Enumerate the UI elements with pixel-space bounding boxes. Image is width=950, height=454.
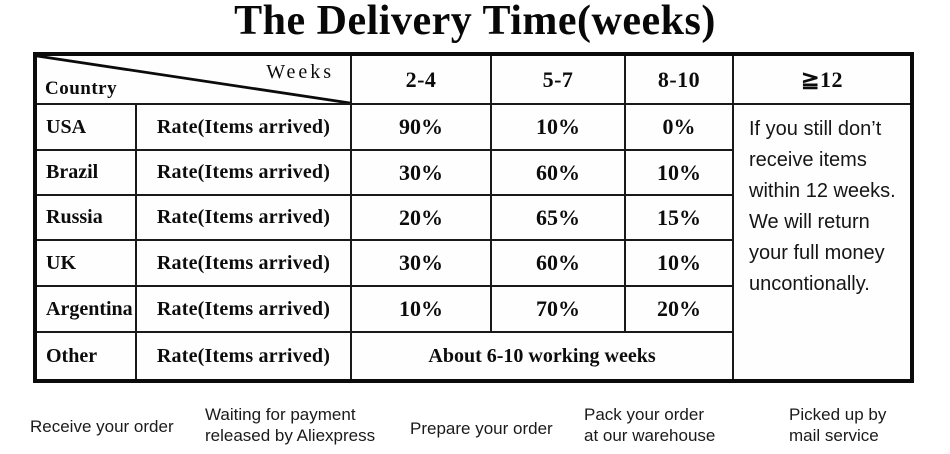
value-cell: 30% bbox=[352, 151, 492, 196]
value-cell: 10% bbox=[626, 151, 734, 196]
column-header-weeks-2-4: 2-4 bbox=[352, 56, 492, 105]
rate-label-cell: Rate(Items arrived) bbox=[137, 287, 352, 333]
country-cell-other: Other bbox=[37, 333, 137, 379]
value-cell: 10% bbox=[352, 287, 492, 333]
shipping-step-receive-order: Receive your order bbox=[30, 417, 174, 436]
value-cell: 60% bbox=[492, 151, 626, 196]
value-cell: 10% bbox=[626, 241, 734, 287]
country-cell-uk: UK bbox=[37, 241, 137, 287]
rate-label-cell: Rate(Items arrived) bbox=[137, 241, 352, 287]
value-cell: 15% bbox=[626, 196, 734, 241]
value-cell: 0% bbox=[626, 105, 734, 151]
rate-label-cell: Rate(Items arrived) bbox=[137, 151, 352, 196]
diagonal-divider-line bbox=[37, 56, 350, 103]
page-title: The Delivery Time(weeks) bbox=[234, 0, 716, 44]
column-header-weeks-5-7: 5-7 bbox=[492, 56, 626, 105]
value-cell: 20% bbox=[352, 196, 492, 241]
value-cell: 90% bbox=[352, 105, 492, 151]
corner-weeks-label: Weeks bbox=[266, 61, 334, 83]
value-cell: 60% bbox=[492, 241, 626, 287]
shipping-step-waiting-payment: Waiting for payment released by Aliexpre… bbox=[205, 405, 376, 445]
corner-header-cell: Weeks Country bbox=[37, 56, 352, 105]
country-cell-usa: USA bbox=[37, 105, 137, 151]
rate-label-cell: Rate(Items arrived) bbox=[137, 196, 352, 241]
corner-country-label: Country bbox=[45, 78, 118, 99]
value-cell: 10% bbox=[492, 105, 626, 151]
country-cell-russia: Russia bbox=[37, 196, 137, 241]
country-cell-argentina: Argentina bbox=[37, 287, 137, 333]
value-cell: 65% bbox=[492, 196, 626, 241]
shipping-step-picked-up: Picked up by mail service bbox=[789, 405, 887, 445]
rate-label-cell: Rate(Items arrived) bbox=[137, 105, 352, 151]
guarantee-note-cell: If you still don’t receive items within … bbox=[749, 118, 896, 295]
column-header-weeks-8-10: 8-10 bbox=[626, 56, 734, 105]
delivery-time-table: Weeks Country 2-4 5-7 8-10 ≧12 If you st… bbox=[33, 52, 914, 383]
country-cell-brazil: Brazil bbox=[37, 151, 137, 196]
shipping-step-prepare-order: Prepare your order bbox=[410, 419, 553, 438]
value-cell: 30% bbox=[352, 241, 492, 287]
other-duration-note-cell: About 6-10 working weeks bbox=[352, 333, 734, 379]
value-cell: 20% bbox=[626, 287, 734, 333]
shipping-step-pack-order: Pack your order at our warehouse bbox=[584, 405, 716, 445]
value-cell: 70% bbox=[492, 287, 626, 333]
rate-label-cell: Rate(Items arrived) bbox=[137, 333, 352, 379]
column-header-weeks-12-plus: ≧12 bbox=[734, 56, 910, 105]
